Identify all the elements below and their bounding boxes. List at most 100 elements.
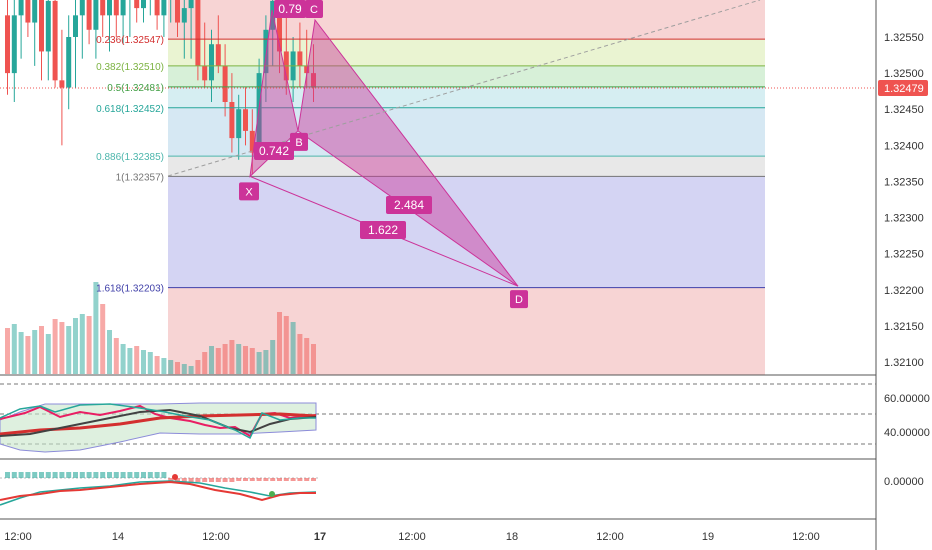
histogram-bar: [256, 478, 262, 481]
volume-bar: [107, 330, 112, 374]
ratio-xd-label: 1.622: [368, 223, 398, 237]
time-tick-label: 12:00: [202, 531, 230, 543]
candle-body: [86, 0, 92, 30]
histogram-bar: [93, 472, 99, 478]
osc1-tick-60: 60.00000: [884, 393, 930, 405]
volume-bar: [188, 366, 194, 374]
volume-bar: [229, 340, 235, 374]
oscillator-pane-1[interactable]: 60.00000 40.00000: [0, 383, 930, 453]
candle-body: [175, 0, 180, 23]
time-tick-label: 18: [506, 531, 518, 543]
volume-bar: [195, 360, 201, 374]
time-tick-label: 12:00: [398, 531, 426, 543]
point-x-label-box: [239, 182, 259, 201]
histogram-bar: [141, 472, 146, 478]
histogram-bar: [45, 472, 51, 478]
histogram-bar: [229, 478, 235, 482]
histogram-bar: [168, 478, 174, 482]
candle-body: [256, 73, 262, 153]
time-tick-label: 12:00: [792, 531, 820, 543]
histogram-bar: [215, 478, 221, 482]
volume-bar: [215, 348, 221, 374]
fib-band: [168, 156, 765, 177]
volume-bar: [304, 338, 310, 374]
fib-band: [168, 39, 765, 66]
candle-body: [304, 65, 310, 74]
ratio-cd-label-box: [386, 196, 432, 214]
point-d-label: D: [515, 294, 523, 306]
volume-bar: [297, 334, 303, 374]
point-b-label-box: [290, 132, 308, 151]
fib-band: [168, 65, 765, 87]
candle-body: [209, 44, 214, 81]
volume-bar: [236, 344, 242, 374]
fib-level-label: 0.886(1.32385): [96, 152, 164, 163]
candle-body: [113, 0, 119, 16]
price-tick-label: 1.32550: [884, 32, 924, 44]
volume-bar: [263, 350, 269, 374]
histogram-bar: [25, 472, 31, 478]
histogram-bar: [243, 478, 248, 481]
candle-body: [249, 130, 255, 153]
candle-body: [277, 0, 282, 52]
candle-body: [79, 0, 85, 16]
time-tick-label: 12:00: [596, 531, 624, 543]
histogram-bar: [277, 478, 282, 481]
volume-bar: [175, 362, 180, 374]
histogram-bar: [5, 472, 10, 478]
volume-bar: [256, 352, 262, 374]
histogram-bar: [100, 472, 106, 478]
point-d-label-box: [510, 290, 528, 309]
candle-body: [154, 0, 160, 16]
volume-bar: [113, 338, 119, 374]
volume-bar: [100, 304, 106, 374]
histogram-bar: [127, 472, 133, 478]
volume-bar: [11, 324, 17, 374]
volume-bar: [181, 364, 187, 374]
candle-body: [311, 73, 316, 88]
point-x-label: X: [245, 186, 253, 198]
point-c-label-box: [305, 0, 323, 18]
histogram-bar: [209, 478, 214, 482]
volume-bar: [277, 312, 282, 374]
fib-band: [168, 86, 765, 108]
volume-bar: [39, 326, 44, 374]
time-axis[interactable]: 12:00 14 12:00 17 12:00 18 12:00 19 12:00: [4, 531, 820, 543]
histogram-bar: [66, 472, 72, 478]
histogram-bar: [79, 472, 85, 478]
volume-bar: [243, 346, 248, 374]
histogram-bar: [154, 472, 160, 478]
volume-bar: [141, 350, 146, 374]
candle-body: [73, 15, 78, 38]
candle-body: [100, 0, 106, 16]
volume-bar: [209, 346, 214, 374]
histogram-bar: [73, 472, 78, 478]
volume-bar: [86, 316, 92, 374]
histogram-bar: [52, 472, 58, 478]
volume-bar: [290, 322, 296, 374]
histogram-bar: [290, 478, 296, 481]
candle-body: [243, 109, 248, 131]
fib-level-label: 0.618(1.32452): [96, 104, 164, 115]
volume-bar: [283, 316, 289, 374]
histogram-bar: [188, 478, 194, 482]
oscillator-pane-2[interactable]: 0.00000: [0, 472, 924, 506]
volume-bar: [202, 352, 208, 374]
candle-body: [93, 0, 99, 30]
candle-body: [52, 0, 58, 81]
trend-line[interactable]: [167, 0, 761, 177]
histogram-bar: [120, 472, 126, 478]
point-c-label: C: [310, 4, 318, 16]
candle-body: [161, 0, 167, 16]
candle-body: [107, 0, 112, 16]
candle-body: [120, 0, 126, 16]
volume-bar: [66, 326, 72, 374]
time-tick-label: 14: [112, 531, 124, 543]
price-tick-label: 1.32350: [884, 176, 924, 188]
histogram-bar: [161, 472, 167, 478]
ratio-ab-label: 0.79: [278, 2, 302, 16]
histogram-bar: [195, 478, 201, 482]
volume-bar: [59, 322, 65, 374]
histogram-bar: [249, 478, 255, 481]
